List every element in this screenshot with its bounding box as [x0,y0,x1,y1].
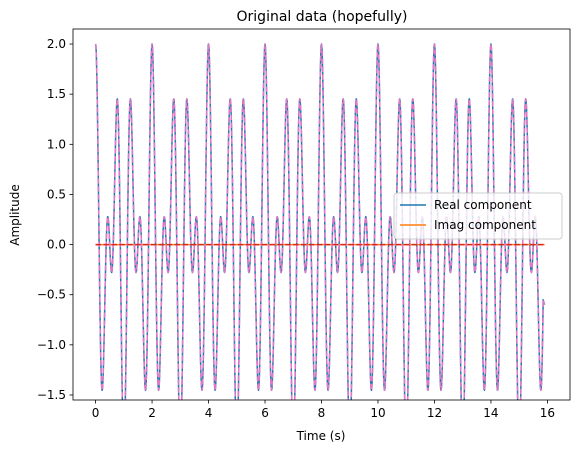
x-tick-label: 0 [92,406,100,420]
x-axis: 0 2 4 6 8 10 12 14 16 [92,400,555,420]
x-tick-label: 4 [205,406,213,420]
y-tick-label: 2.0 [47,37,66,51]
x-tick-label: 8 [318,406,326,420]
x-tick-label: 2 [148,406,156,420]
y-tick-label: 0.0 [47,238,66,252]
legend: Real component Imag component [393,192,563,240]
legend-label: Imag component [434,218,536,232]
plot-area [94,43,546,400]
y-tick-label: −1.5 [37,388,66,402]
y-axis: −1.5 −1.0 −0.5 0.0 0.5 1.0 1.5 2.0 [37,37,73,402]
y-axis-title: Amplitude [8,184,22,246]
x-tick-label: 10 [370,406,385,420]
x-tick-label: 12 [427,406,442,420]
x-tick-label: 14 [483,406,498,420]
series-line-3 [94,43,546,400]
chart-title: Original data (hopefully) [237,9,408,25]
legend-label: Real component [434,198,532,212]
y-tick-label: 0.5 [47,187,66,201]
legend-box [393,192,563,240]
x-tick-label: 16 [540,406,555,420]
y-tick-label: 1.0 [47,137,66,151]
x-axis-title: Time (s) [296,429,346,443]
y-tick-label: −1.0 [37,338,66,352]
x-tick-label: 6 [261,406,269,420]
y-tick-label: 1.5 [47,87,66,101]
y-tick-label: −0.5 [37,288,66,302]
